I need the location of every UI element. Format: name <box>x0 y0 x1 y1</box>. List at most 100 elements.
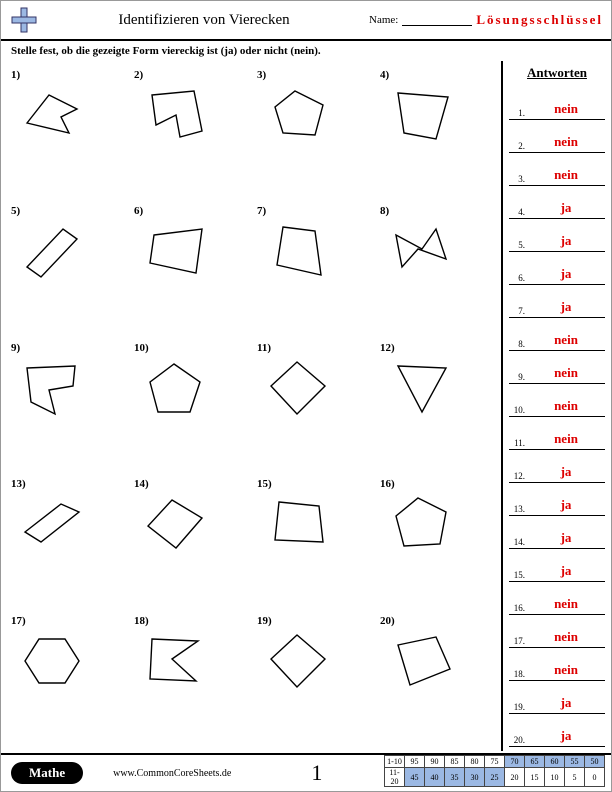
shape-icon <box>265 356 335 420</box>
answer-number: 9. <box>509 372 527 383</box>
shape-icon <box>142 492 212 556</box>
score-cell: 30 <box>465 768 485 787</box>
question-number: 20) <box>380 615 395 627</box>
footer-url: www.CommonCoreSheets.de <box>113 768 231 779</box>
answer-number: 4. <box>509 207 527 218</box>
page-number: 1 <box>311 760 322 786</box>
shape-cell: 8) <box>374 201 497 337</box>
shape-cell: 7) <box>251 201 374 337</box>
header: Identifizieren von Vierecken Name: Lösun… <box>1 1 611 41</box>
question-number: 3) <box>257 69 266 81</box>
question-number: 10) <box>134 342 149 354</box>
answer-row: 8.nein <box>509 318 605 351</box>
shape-icon <box>388 83 458 147</box>
shapes-grid: 1)2)3)4)5)6)7)8)9)10)11)12)13)14)15)16)1… <box>1 61 501 751</box>
score-grid: 1-109590858075706560555011-2045403530252… <box>384 755 605 787</box>
answer-row: 12.ja <box>509 450 605 483</box>
score-cell: 60 <box>545 756 565 768</box>
question-number: 5) <box>11 205 20 217</box>
question-number: 18) <box>134 615 149 627</box>
shape-cell: 3) <box>251 65 374 201</box>
shape-icon <box>388 629 458 693</box>
answer-value: ja <box>527 266 605 284</box>
shape-cell: 1) <box>5 65 128 201</box>
answer-row: 19.ja <box>509 681 605 714</box>
answers-panel: Antworten 1.nein2.nein3.nein4.ja5.ja6.ja… <box>501 61 611 751</box>
worksheet-title: Identifizieren von Vierecken <box>39 12 369 29</box>
answer-row: 5.ja <box>509 219 605 252</box>
score-cell: 50 <box>585 756 605 768</box>
score-cell: 15 <box>525 768 545 787</box>
answer-number: 19. <box>509 702 527 713</box>
answer-value: nein <box>527 629 605 647</box>
answer-value: ja <box>527 299 605 317</box>
answer-number: 13. <box>509 504 527 515</box>
answer-row: 6.ja <box>509 252 605 285</box>
answer-number: 7. <box>509 306 527 317</box>
shape-cell: 5) <box>5 201 128 337</box>
question-number: 16) <box>380 478 395 490</box>
name-blank <box>402 14 472 26</box>
score-cell: 5 <box>565 768 585 787</box>
answer-row: 10.nein <box>509 384 605 417</box>
question-number: 8) <box>380 205 389 217</box>
answer-row: 17.nein <box>509 615 605 648</box>
shape-icon <box>142 356 212 420</box>
worksheet-page: Identifizieren von Vierecken Name: Lösun… <box>0 0 612 792</box>
content-area: 1)2)3)4)5)6)7)8)9)10)11)12)13)14)15)16)1… <box>1 61 611 751</box>
answer-row: 2.nein <box>509 120 605 153</box>
shape-cell: 18) <box>128 611 251 747</box>
answer-number: 20. <box>509 735 527 746</box>
answer-key-label: Lösungsschlüssel <box>476 12 603 28</box>
answer-value: nein <box>527 662 605 680</box>
answer-number: 16. <box>509 603 527 614</box>
answer-number: 1. <box>509 108 527 119</box>
shape-icon <box>19 83 89 147</box>
answer-value: nein <box>527 398 605 416</box>
score-cell: 55 <box>565 756 585 768</box>
shape-cell: 17) <box>5 611 128 747</box>
score-cell: 80 <box>465 756 485 768</box>
shape-cell: 12) <box>374 338 497 474</box>
answer-value: ja <box>527 563 605 581</box>
question-number: 2) <box>134 69 143 81</box>
answer-number: 6. <box>509 273 527 284</box>
answer-value: nein <box>527 167 605 185</box>
question-number: 19) <box>257 615 272 627</box>
shape-cell: 2) <box>128 65 251 201</box>
shape-icon <box>388 356 458 420</box>
shape-cell: 16) <box>374 474 497 610</box>
answer-value: ja <box>527 695 605 713</box>
score-cell: 70 <box>505 756 525 768</box>
answer-value: ja <box>527 497 605 515</box>
answer-value: ja <box>527 200 605 218</box>
answer-number: 2. <box>509 141 527 152</box>
answer-row: 1.nein <box>509 87 605 120</box>
shape-icon <box>142 629 212 693</box>
answers-list: 1.nein2.nein3.nein4.ja5.ja6.ja7.ja8.nein… <box>509 87 605 747</box>
answer-number: 17. <box>509 636 527 647</box>
shape-cell: 10) <box>128 338 251 474</box>
answer-row: 15.ja <box>509 549 605 582</box>
question-number: 6) <box>134 205 143 217</box>
answer-row: 16.nein <box>509 582 605 615</box>
score-cell: 35 <box>445 768 465 787</box>
shape-cell: 14) <box>128 474 251 610</box>
answer-number: 12. <box>509 471 527 482</box>
shape-icon <box>19 356 89 420</box>
score-cell: 65 <box>525 756 545 768</box>
answer-value: nein <box>527 365 605 383</box>
shape-icon <box>388 492 458 556</box>
shape-icon <box>265 492 335 556</box>
score-cell: 90 <box>425 756 445 768</box>
score-cell: 45 <box>405 768 425 787</box>
score-cell: 20 <box>505 768 525 787</box>
answer-value: nein <box>527 101 605 119</box>
answer-row: 14.ja <box>509 516 605 549</box>
shape-icon <box>142 83 212 147</box>
shape-cell: 19) <box>251 611 374 747</box>
answer-value: ja <box>527 233 605 251</box>
answer-row: 11.nein <box>509 417 605 450</box>
answer-value: nein <box>527 431 605 449</box>
shape-cell: 15) <box>251 474 374 610</box>
